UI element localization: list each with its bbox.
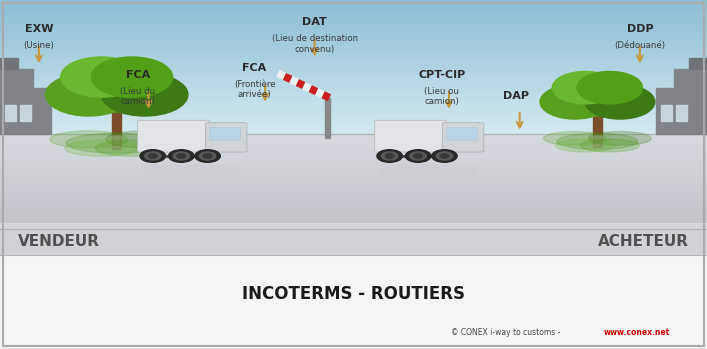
Circle shape: [410, 152, 426, 160]
Ellipse shape: [101, 73, 188, 116]
Ellipse shape: [585, 85, 655, 119]
Bar: [325, 98, 330, 138]
Bar: [593, 110, 602, 134]
Text: (Lieu de destination
convenu): (Lieu de destination convenu): [271, 34, 358, 54]
Text: FCA: FCA: [243, 63, 267, 73]
Bar: [112, 134, 121, 149]
Bar: [0, 255, 707, 349]
Bar: [0, 69, 33, 88]
Text: (Usine): (Usine): [23, 41, 54, 50]
Circle shape: [440, 154, 449, 158]
Circle shape: [177, 154, 186, 158]
Text: ACHETEUR: ACHETEUR: [598, 234, 689, 249]
Circle shape: [377, 150, 402, 162]
Bar: [674, 69, 707, 88]
Bar: [5, 105, 16, 120]
Ellipse shape: [552, 72, 618, 104]
Circle shape: [195, 150, 221, 162]
Text: (Lieu ou
camion): (Lieu ou camion): [424, 87, 460, 106]
Text: (Lieu du
camion): (Lieu du camion): [120, 87, 156, 106]
Ellipse shape: [557, 133, 638, 149]
Circle shape: [414, 154, 423, 158]
Ellipse shape: [65, 140, 138, 156]
Text: (Dédouané): (Dédouané): [614, 41, 665, 50]
Bar: [21, 105, 31, 120]
Ellipse shape: [556, 139, 614, 152]
Ellipse shape: [45, 73, 132, 116]
Ellipse shape: [540, 85, 609, 119]
FancyBboxPatch shape: [380, 165, 477, 175]
FancyBboxPatch shape: [210, 127, 240, 140]
Ellipse shape: [577, 72, 643, 104]
Circle shape: [140, 150, 165, 162]
Bar: [677, 105, 687, 120]
Ellipse shape: [91, 57, 173, 97]
Bar: [0, 161, 707, 255]
Text: VENDEUR: VENDEUR: [18, 234, 100, 249]
Bar: [689, 58, 707, 69]
Text: www.conex.net: www.conex.net: [604, 328, 670, 337]
Bar: [112, 105, 121, 134]
Ellipse shape: [106, 131, 184, 148]
Bar: [0, 223, 707, 255]
Circle shape: [168, 150, 194, 162]
Ellipse shape: [552, 75, 643, 116]
Text: DAP: DAP: [503, 91, 529, 101]
Bar: [0, 229, 707, 255]
Text: (Frontière
arrivée): (Frontière arrivée): [234, 80, 275, 99]
Ellipse shape: [61, 57, 142, 97]
Bar: [593, 134, 602, 147]
Text: DAT: DAT: [302, 17, 327, 28]
Circle shape: [381, 152, 398, 160]
FancyBboxPatch shape: [447, 127, 477, 140]
Circle shape: [405, 150, 431, 162]
Ellipse shape: [61, 62, 173, 112]
Circle shape: [173, 152, 189, 160]
Ellipse shape: [49, 131, 127, 148]
Text: EXW: EXW: [25, 24, 53, 35]
Ellipse shape: [580, 139, 639, 152]
Text: FCA: FCA: [126, 70, 150, 80]
Ellipse shape: [589, 132, 651, 145]
FancyBboxPatch shape: [375, 120, 447, 152]
Text: DDP: DDP: [626, 24, 653, 35]
Bar: [0, 58, 18, 69]
Text: CPT-CIP: CPT-CIP: [419, 70, 465, 80]
Ellipse shape: [544, 132, 606, 145]
FancyBboxPatch shape: [138, 120, 210, 152]
Ellipse shape: [95, 140, 168, 156]
Text: © CONEX i-way to customs -: © CONEX i-way to customs -: [451, 328, 563, 337]
FancyBboxPatch shape: [206, 123, 247, 152]
Bar: [661, 105, 672, 120]
Circle shape: [436, 152, 452, 160]
Circle shape: [199, 152, 216, 160]
Circle shape: [385, 154, 394, 158]
Circle shape: [148, 154, 157, 158]
Bar: [0, 88, 51, 134]
FancyBboxPatch shape: [443, 123, 484, 152]
Ellipse shape: [66, 133, 167, 153]
Circle shape: [203, 154, 212, 158]
Text: INCOTERMS - ROUTIERS: INCOTERMS - ROUTIERS: [242, 285, 465, 303]
Circle shape: [432, 150, 457, 162]
FancyBboxPatch shape: [144, 165, 240, 175]
Bar: [656, 88, 707, 134]
Circle shape: [144, 152, 161, 160]
